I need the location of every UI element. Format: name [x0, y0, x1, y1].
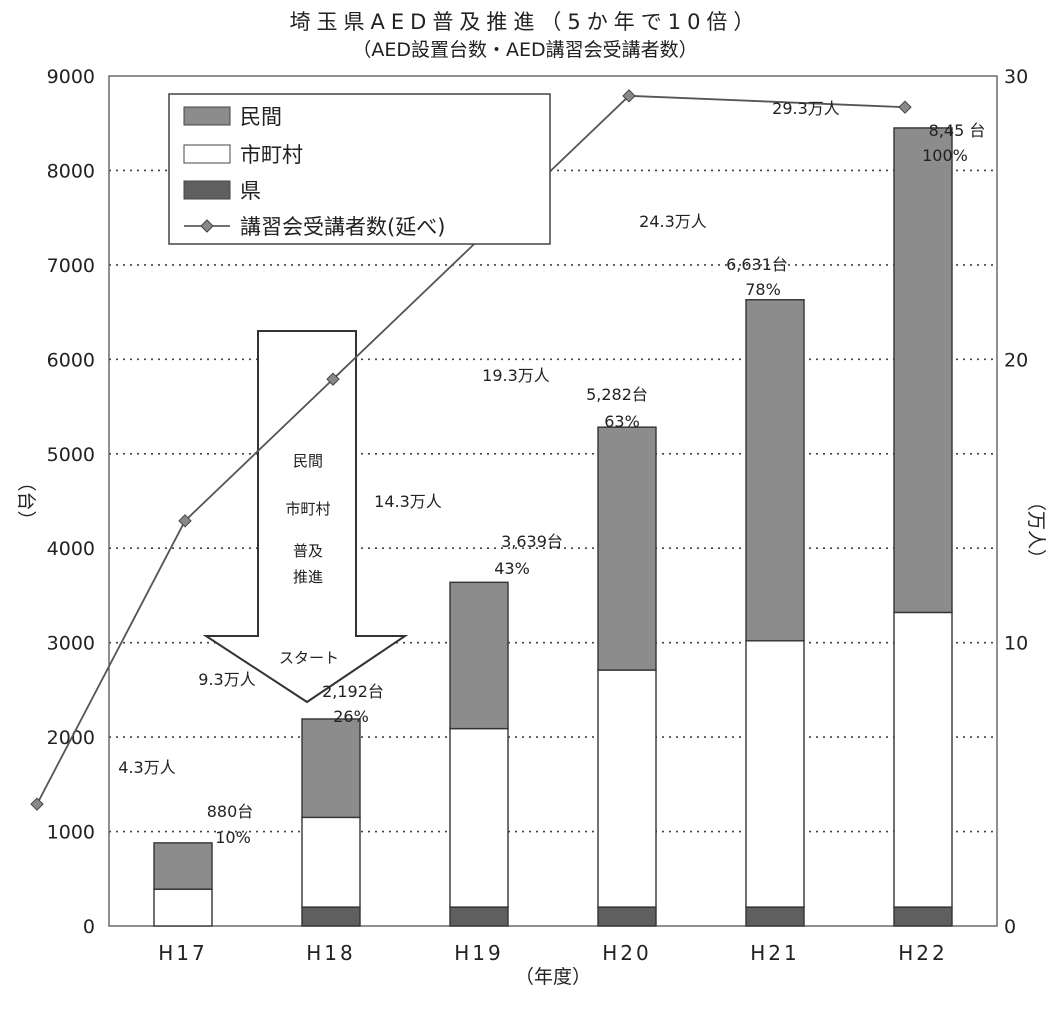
participants-marker-4 [622, 89, 636, 103]
bar-H20-segment-0 [597, 906, 657, 927]
bar-H21-segment-1 [745, 640, 805, 908]
legend-swatch-municipal [183, 144, 231, 164]
left-tick-label-7: 7000 [47, 255, 95, 277]
right-axis-ticks: 0 10 20 30 [1004, 66, 1028, 938]
bar-count-label-5: 8,45 台 [929, 121, 986, 140]
legend-box [168, 93, 551, 245]
bar-H17-segment-1 [153, 888, 213, 927]
legend-label-municipal: 市町村 [240, 143, 303, 167]
bar-H19-segment-1 [449, 727, 509, 908]
plot-frame [108, 75, 998, 927]
left-tick-label-3: 3000 [47, 633, 95, 655]
x-tick-label-0: H17 [158, 941, 208, 965]
bar-percent-label-3: 63% [604, 412, 640, 431]
bar-H19-segment-0 [449, 906, 509, 927]
line-value-label-4: 24.3万人 [639, 212, 707, 231]
participants-polyline [36, 94, 906, 805]
x-tick-label-2: H19 [454, 941, 504, 965]
bar-count-label-2: 3,639台 [501, 532, 563, 551]
x-axis-label: （年度） [515, 966, 591, 988]
left-tick-label-8: 8000 [47, 160, 95, 182]
legend-label-participants: 講習会受講者数(延べ) [240, 215, 445, 239]
right-tick-label-2: 20 [1004, 349, 1028, 371]
line-value-label-3: 19.3万人 [482, 366, 550, 385]
x-tick-label-4: H21 [750, 941, 800, 965]
bar-H18-segment-2 [301, 718, 361, 819]
bar-H22-segment-0 [893, 906, 953, 927]
start-arrow-line-3: 普及 [293, 542, 323, 560]
line-value-label-0: 4.3万人 [118, 758, 175, 777]
start-arrow-label: スタート [279, 649, 339, 667]
start-arrow-line-4: 推進 [293, 568, 323, 586]
legend: 民間 市町村 県 講習会受講者数(延べ) [168, 93, 551, 245]
right-tick-label-1: 10 [1004, 633, 1028, 655]
bar-H19-segment-2 [449, 581, 509, 730]
bar-percent-label-2: 43% [494, 559, 530, 578]
data-labels: 880台 10% 2,192台 26% 3,639台 43% 5,282台 63% 6,631台… [118, 99, 985, 847]
start-arrow-line-2: 市町村 [285, 500, 330, 518]
participants-marker-2 [326, 372, 340, 386]
left-tick-label-5: 5000 [47, 444, 95, 466]
bar-H22-segment-2 [893, 127, 953, 614]
bar-H18-segment-1 [301, 816, 361, 908]
right-tick-label-0: 0 [1004, 916, 1016, 938]
left-tick-label-0: 0 [83, 916, 95, 938]
right-tick-label-3: 30 [1004, 66, 1028, 88]
bar-H21-segment-0 [745, 906, 805, 927]
grid-lines [109, 169, 997, 833]
x-tick-label-3: H20 [602, 941, 652, 965]
left-tick-label-4: 4000 [47, 538, 95, 560]
left-tick-label-6: 6000 [47, 349, 95, 371]
legend-label-prefecture: 県 [240, 179, 261, 203]
start-arrow: 民間 市町村 普及 推進 スタート [202, 330, 409, 704]
x-axis-ticks: H17 H18 H19 H20 H21 H22 [158, 941, 948, 965]
x-tick-label-1: H18 [306, 941, 356, 965]
bar-H20-segment-2 [597, 426, 657, 671]
participants-marker-1 [178, 514, 192, 528]
bar-count-label-3: 5,282台 [586, 385, 648, 404]
y-axis-right-label: （万人） [1025, 492, 1047, 568]
left-tick-label-9: 9000 [47, 66, 95, 88]
bar-H22-segment-1 [893, 611, 953, 908]
legend-swatch-private [183, 106, 231, 126]
legend-label-private: 民間 [240, 105, 282, 129]
bar-count-label-4: 6,631台 [726, 255, 788, 274]
line-value-label-1: 9.3万人 [198, 670, 255, 689]
bar-percent-label-0: 10% [215, 828, 251, 847]
bar-count-label-0: 880台 [207, 802, 254, 821]
line-value-label-5: 29.3万人 [772, 99, 840, 118]
bar-stacks [153, 127, 953, 927]
bar-percent-label-1: 26% [333, 707, 369, 726]
y-axis-left-label: （台） [15, 472, 37, 529]
start-arrow-line-1: 民間 [293, 452, 323, 470]
bar-percent-label-4: 78% [745, 280, 781, 299]
bar-H18-segment-0 [301, 906, 361, 927]
participants-marker-0 [30, 797, 44, 811]
participants-marker-5 [898, 100, 912, 114]
start-arrow-shape [202, 330, 409, 704]
line-value-label-2: 14.3万人 [374, 492, 442, 511]
bar-H20-segment-1 [597, 669, 657, 908]
chart-subtitle: （AED設置台数・AED講習会受講者数） [352, 39, 697, 61]
bar-count-label-1: 2,192台 [322, 682, 384, 701]
bar-H17-segment-2 [153, 842, 213, 890]
bar-H21-segment-2 [745, 299, 805, 642]
left-tick-label-1: 1000 [47, 822, 95, 844]
legend-line-marker [200, 219, 214, 233]
chart-title: 埼玉県AED普及推進（5か年で10倍） [290, 10, 761, 34]
legend-swatch-prefecture [183, 180, 231, 200]
bar-percent-label-5: 100% [922, 146, 968, 165]
x-tick-label-5: H22 [898, 941, 948, 965]
